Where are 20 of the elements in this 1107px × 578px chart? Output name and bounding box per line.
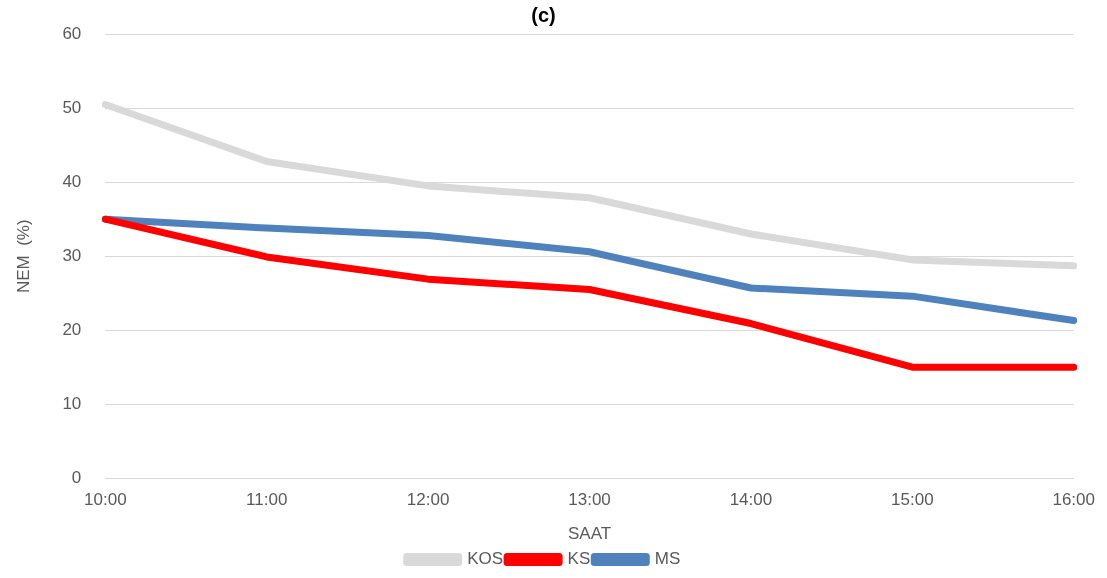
y-tick-label: 40: [62, 171, 82, 191]
y-tick-label: 50: [62, 97, 82, 117]
x-axis-title: SAAT: [567, 524, 612, 544]
x-tick-label: 10:00: [84, 490, 127, 510]
legend-label: KOS: [467, 549, 504, 569]
y-tick-label: 20: [62, 319, 82, 339]
y-tick-label: 30: [62, 245, 82, 265]
y-tick-label: 60: [62, 23, 82, 43]
x-tick-label: 12:00: [406, 490, 450, 510]
y-tick-label: 0: [71, 467, 82, 487]
x-tick-label: 16:00: [1052, 490, 1095, 510]
x-tick-label: 14:00: [729, 490, 773, 510]
y-tick-label: 10: [62, 393, 82, 413]
legend-label: MS: [654, 549, 681, 569]
x-tick-label: 13:00: [568, 490, 611, 510]
chart-title: (c): [531, 3, 556, 26]
y-axis-title: NEM (%): [13, 219, 33, 294]
legend-label: KS: [567, 549, 591, 569]
x-tick-label: 11:00: [246, 490, 288, 510]
x-tick-label: 15:00: [891, 490, 934, 510]
